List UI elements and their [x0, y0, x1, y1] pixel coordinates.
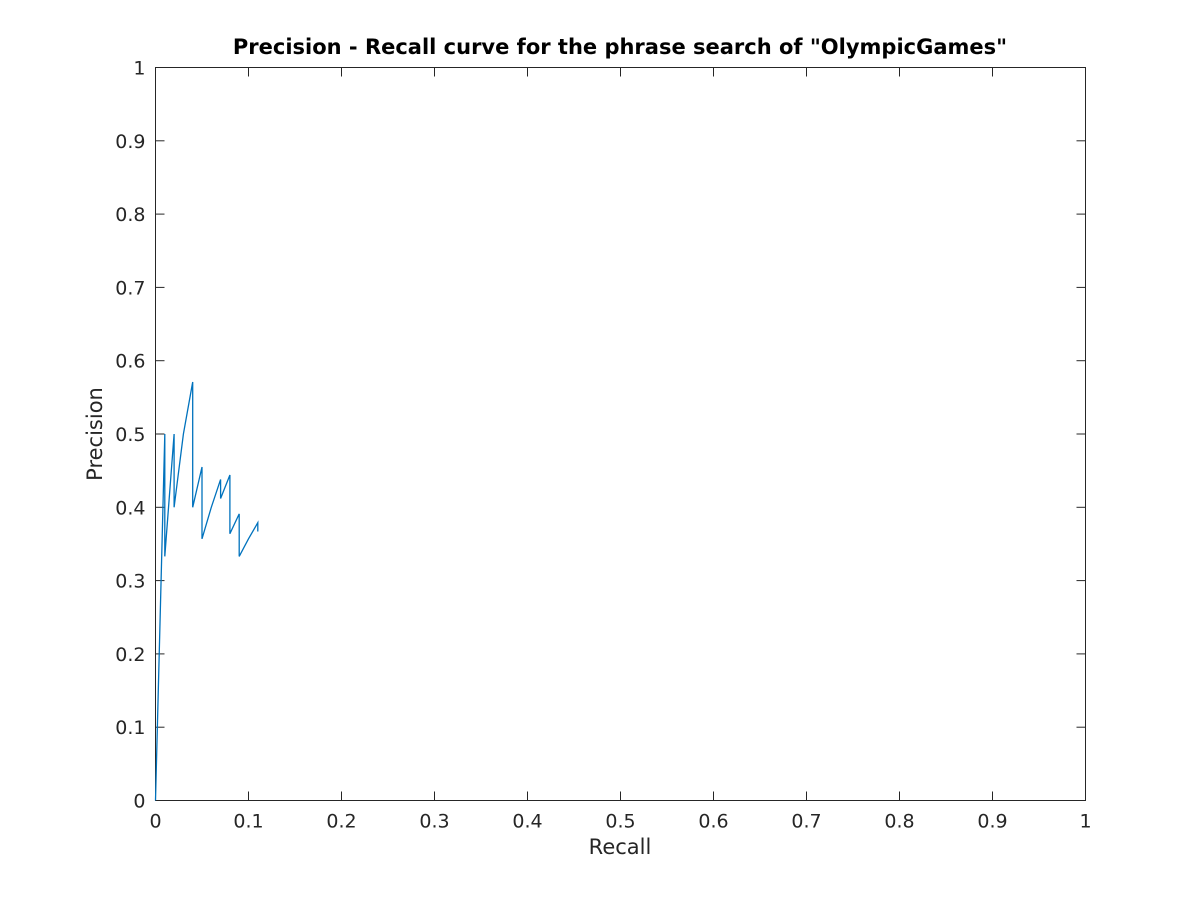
x-tick-label: 0.8: [884, 811, 914, 833]
y-tick-label: 0.4: [115, 497, 145, 519]
y-tick-label: 0.5: [115, 424, 145, 446]
y-tick-label: 0.2: [115, 644, 145, 666]
series-line-precision-recall: [154, 381, 259, 801]
x-tick-label: 0.6: [698, 811, 728, 833]
x-tick-label: 0.5: [605, 811, 635, 833]
y-tick-label: 0.6: [115, 351, 145, 373]
y-tick-label: 0.8: [115, 204, 145, 226]
x-axis-ticks: 0 0.1 0.2 0.3 0.4 0.5 0.6 0.7 0.8 0.9 1: [149, 67, 1092, 833]
y-tick-label: 0.1: [115, 717, 145, 739]
y-tick-label: 1: [133, 58, 145, 80]
x-tick-label: 0.2: [326, 811, 356, 833]
y-axis-label: Precision: [83, 387, 107, 481]
y-tick-label: 0: [133, 791, 145, 813]
x-tick-label: 0.7: [791, 811, 821, 833]
axes-box: [155, 67, 1086, 801]
chart-title: Precision - Recall curve for the phrase …: [233, 35, 1007, 59]
x-axis-label: Recall: [589, 835, 652, 859]
x-tick-label: 0.1: [233, 811, 263, 833]
x-tick-label: 0.3: [419, 811, 449, 833]
y-tick-label: 0.9: [115, 131, 145, 153]
x-tick-label: 0.4: [512, 811, 542, 833]
x-tick-label: 0: [149, 811, 161, 833]
y-axis-ticks: 0 0.1 0.2 0.3 0.4 0.5 0.6 0.7 0.8 0.9 1: [115, 58, 1086, 813]
y-tick-label: 0.7: [115, 277, 145, 299]
y-tick-label: 0.3: [115, 571, 145, 593]
x-tick-label: 1: [1079, 811, 1091, 833]
series-group: [154, 381, 259, 801]
x-tick-label: 0.9: [977, 811, 1007, 833]
